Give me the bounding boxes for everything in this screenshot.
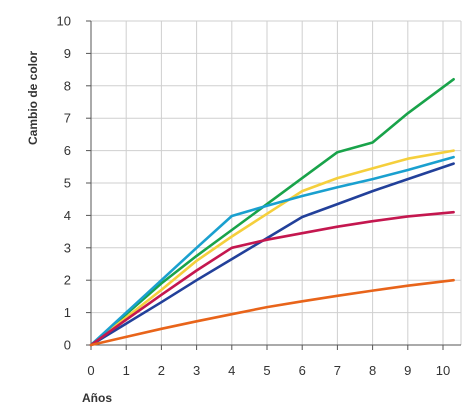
x-tick-labels: 0 1 2 3 4 5 6 7 8 9 10 <box>87 363 450 378</box>
series-line-6 <box>89 278 455 347</box>
axes <box>86 20 461 350</box>
x-tick-label: 3 <box>193 363 200 378</box>
x-axis-label: Años <box>82 391 112 405</box>
series-line-5 <box>89 210 455 347</box>
x-tick-label: 2 <box>158 363 165 378</box>
x-tick-label: 5 <box>263 363 270 378</box>
grid <box>91 20 462 345</box>
x-tick-label: 1 <box>123 363 130 378</box>
x-tick-label: 10 <box>436 363 450 378</box>
x-tick-label: 8 <box>369 363 376 378</box>
y-tick-label: 9 <box>64 46 71 61</box>
series-line-1 <box>89 78 455 347</box>
y-tick-labels: 0 1 2 3 4 5 6 7 8 9 10 <box>57 14 71 353</box>
x-tick-label: 0 <box>87 363 94 378</box>
y-tick-label: 0 <box>64 338 71 353</box>
series-line-4 <box>89 162 455 347</box>
y-tick-label: 7 <box>64 111 71 126</box>
series-lines <box>89 78 455 347</box>
x-tick-label: 7 <box>334 363 341 378</box>
x-tick-label: 4 <box>228 363 235 378</box>
y-axis-label: Cambio de color <box>26 51 40 145</box>
x-tick-label: 6 <box>299 363 306 378</box>
x-tick-label: 9 <box>404 363 411 378</box>
y-tick-label: 6 <box>64 143 71 158</box>
y-tick-label: 10 <box>57 14 71 29</box>
y-tick-label: 2 <box>64 273 71 288</box>
y-tick-label: 1 <box>64 305 71 320</box>
series-line-2 <box>89 149 455 347</box>
y-tick-label: 3 <box>64 240 71 255</box>
y-tick-label: 8 <box>64 78 71 93</box>
y-tick-label: 5 <box>64 176 71 191</box>
y-tick-label: 4 <box>64 208 71 223</box>
series-line-3 <box>89 155 455 347</box>
